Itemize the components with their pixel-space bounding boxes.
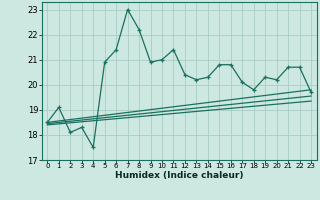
X-axis label: Humidex (Indice chaleur): Humidex (Indice chaleur) xyxy=(115,171,244,180)
